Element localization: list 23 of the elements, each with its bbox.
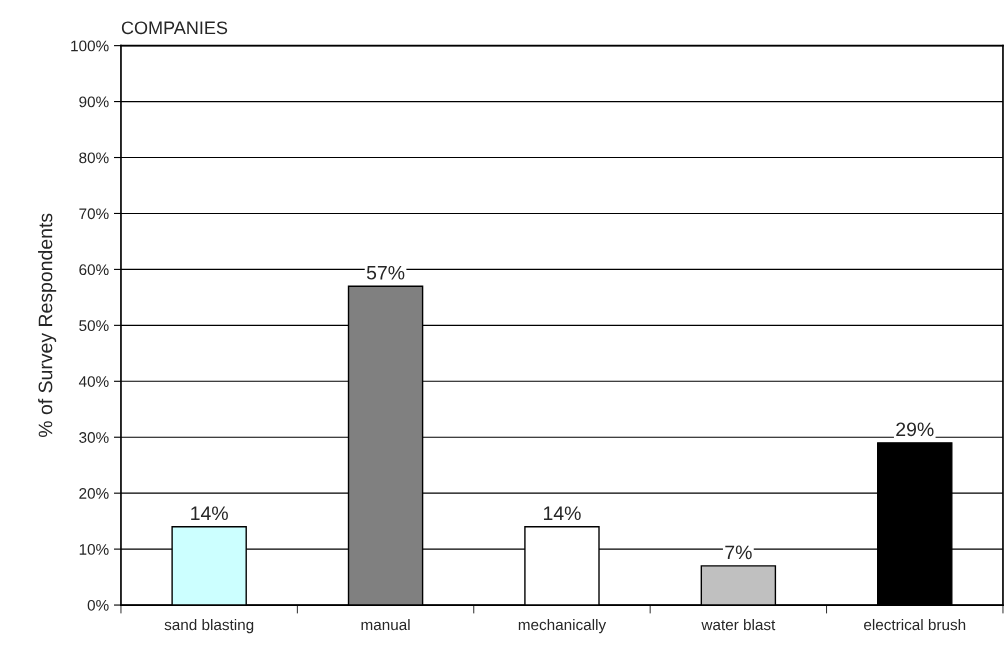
x-tick-label: manual <box>361 618 410 631</box>
y-tick-label: 70% <box>79 208 109 220</box>
data-label: 7% <box>725 545 752 560</box>
chart-title: COMPANIES <box>121 21 228 35</box>
x-tick-label: mechanically <box>518 618 607 634</box>
data-label: 57% <box>366 265 405 280</box>
x-tick-label: water blast <box>701 618 776 631</box>
x-tick-label: electrical brush <box>864 618 966 631</box>
y-tick-label: 40% <box>78 376 109 387</box>
data-label: 29% <box>896 422 934 437</box>
y-tick-label: 80% <box>79 152 109 164</box>
y-tick-label: 20% <box>79 488 109 499</box>
x-tick-label: sand blasting <box>164 618 254 634</box>
y-tick-label: 0% <box>87 599 109 611</box>
data-label: 14% <box>191 506 228 521</box>
y-tick-label: 10% <box>79 543 109 555</box>
y-tick-label: 50% <box>79 320 109 332</box>
y-tick-label: 60% <box>79 264 109 276</box>
y-tick-label: 100% <box>71 40 109 52</box>
data-label: 14% <box>543 506 581 521</box>
y-tick-label: 90% <box>79 96 109 108</box>
y-tick-label: 30% <box>79 432 109 443</box>
y-axis-title: % of Survey Respondents <box>38 213 57 438</box>
